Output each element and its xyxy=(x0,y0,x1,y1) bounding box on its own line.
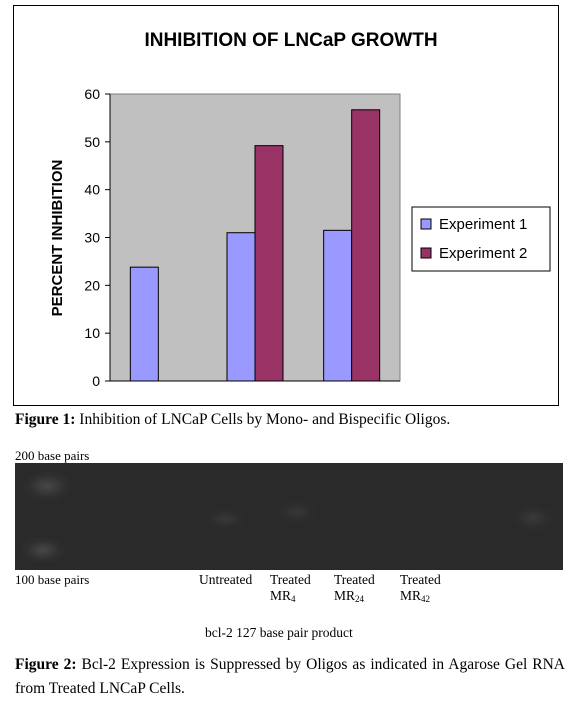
bar-experiment-1 xyxy=(226,232,256,382)
gel-band xyxy=(205,509,245,529)
y-axis-label: PERCENT INHIBITION xyxy=(49,160,66,317)
gel-band xyxy=(513,505,553,531)
lane-label-line2: MR4 xyxy=(270,588,311,605)
figure-1-caption: Figure 1: Inhibition of LNCaP Cells by M… xyxy=(15,410,450,431)
gel-band xyxy=(277,501,317,523)
lane-label-line2: MR24 xyxy=(334,588,375,605)
figure-1-chart: INHIBITION OF LNCaP GROWTH 0 10 20 30 40 50 60 P… xyxy=(13,5,559,406)
y-tick-label: 40 xyxy=(84,182,100,198)
gel-band xyxy=(23,471,71,501)
figure-2-caption-label: Figure 2: xyxy=(15,656,77,673)
bar-experiment-2 xyxy=(254,145,284,382)
marker-100-label: 100 base pairs xyxy=(15,572,90,587)
figure-1-caption-label: Figure 1: xyxy=(15,411,76,428)
y-tick-label: 30 xyxy=(84,230,100,246)
lane-label-line1: Treated xyxy=(400,572,441,587)
lane-label-treated-mr42: Treated MR42 xyxy=(400,572,441,605)
y-tick-label: 50 xyxy=(84,134,100,150)
lane-label-line2: MR42 xyxy=(400,588,441,605)
figure-2-caption: Figure 2: Bcl-2 Expression is Suppressed… xyxy=(15,653,565,701)
lane-label-line1: Treated xyxy=(334,572,375,587)
bar-chart-svg: INHIBITION OF LNCaP GROWTH 0 10 20 30 40 50 60 P… xyxy=(49,30,551,389)
legend-swatch xyxy=(420,247,432,259)
product-label: bcl-2 127 base pair product xyxy=(205,625,353,640)
lane-label-subscript: 24 xyxy=(355,594,365,605)
y-tick-label: 0 xyxy=(92,373,100,389)
figure-2-caption-text: Bcl-2 Expression is Suppressed by Oligos… xyxy=(15,656,565,698)
agarose-gel-image xyxy=(15,463,563,570)
lane-label-treated-mr24: Treated MR24 xyxy=(334,572,375,605)
lane-label-main: MR xyxy=(334,588,356,604)
lane-label-main: MR xyxy=(270,588,292,604)
lane-label-line1: Untreated xyxy=(199,572,253,587)
bar-experiment-1 xyxy=(129,266,159,382)
lane-label-line1: Treated xyxy=(270,572,311,587)
marker-200-label: 200 base pairs xyxy=(15,448,90,463)
y-tick-label: 10 xyxy=(84,325,100,341)
gel-band xyxy=(21,537,65,563)
lane-label-untreated: Untreated xyxy=(199,572,252,588)
lane-label-subscript: 42 xyxy=(421,594,431,605)
chart-title: INHIBITION OF LNCaP GROWTH xyxy=(144,30,437,51)
lane-label-subscript: 4 xyxy=(291,594,296,605)
legend-swatch xyxy=(420,218,432,230)
y-tick-label: 60 xyxy=(84,86,100,102)
bar-experiment-2 xyxy=(351,109,381,382)
y-tick-label: 20 xyxy=(84,277,100,293)
figure-1-caption-text: Inhibition of LNCaP Cells by Mono- and B… xyxy=(75,411,451,428)
bar-experiment-1 xyxy=(323,229,353,382)
legend-label: Experiment 2 xyxy=(439,245,527,262)
legend-label: Experiment 1 xyxy=(439,216,527,233)
legend-box xyxy=(411,206,551,272)
lane-label-treated-mr4: Treated MR4 xyxy=(270,572,311,605)
lane-label-main: MR xyxy=(400,588,422,604)
